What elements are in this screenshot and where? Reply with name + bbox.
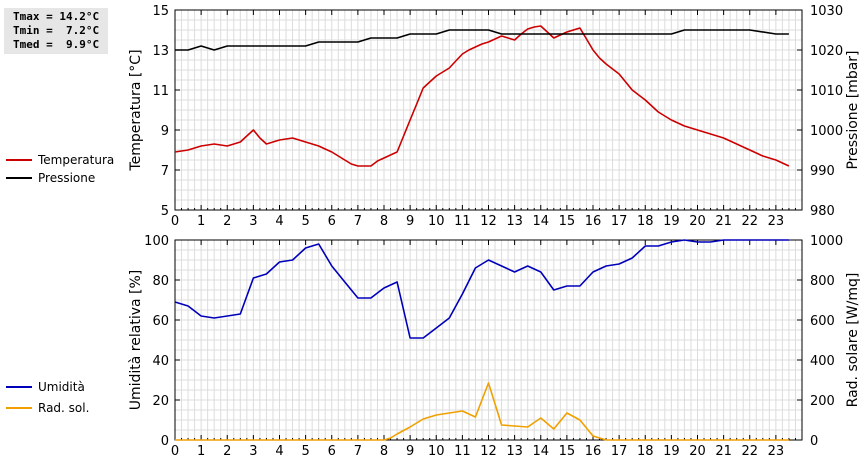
x-tick-label: 0 xyxy=(171,214,179,229)
x-tick-label: 17 xyxy=(611,444,628,459)
x-tick-label: 10 xyxy=(428,214,445,229)
x-tick-label: 8 xyxy=(380,444,388,459)
x-tick-label: 13 xyxy=(506,444,523,459)
x-tick-label: 5 xyxy=(301,444,309,459)
y-tick-label-left: 15 xyxy=(152,4,169,19)
y-tick-label-right: 800 xyxy=(810,274,835,289)
legend-label-umidita: Umidità xyxy=(38,380,85,394)
x-tick-label: 10 xyxy=(428,444,445,459)
x-tick-label: 3 xyxy=(249,444,257,459)
y-tick-label-left: 13 xyxy=(152,44,169,59)
x-tick-label: 4 xyxy=(275,444,283,459)
x-tick-label: 13 xyxy=(506,214,523,229)
y-tick-label-right: 1010 xyxy=(810,84,843,99)
tmin-text: Tmin = 7.2°C xyxy=(13,24,100,37)
y-tick-label-right: 1020 xyxy=(810,44,843,59)
x-tick-label: 17 xyxy=(611,214,628,229)
y-tick-label-left: 5 xyxy=(161,204,169,219)
y-tick-label-left: 40 xyxy=(152,354,169,369)
y-tick-label-right: 980 xyxy=(810,204,835,219)
y-tick-label-left: 11 xyxy=(152,84,169,99)
legend-swatch-rad-sol xyxy=(6,407,32,409)
x-tick-label: 9 xyxy=(406,444,414,459)
y-tick-label-left: 0 xyxy=(161,434,169,449)
legend-swatch-temperatura xyxy=(6,159,32,161)
y-tick-label-right: 1000 xyxy=(810,234,843,249)
x-tick-label: 22 xyxy=(741,214,758,229)
x-tick-label: 14 xyxy=(532,444,549,459)
series-line-rad-sol xyxy=(175,382,789,441)
y-tick-label-right: 1030 xyxy=(810,4,843,19)
x-tick-label: 0 xyxy=(171,444,179,459)
x-tick-label: 11 xyxy=(454,444,471,459)
x-tick-label: 5 xyxy=(301,214,309,229)
y-tick-label-right: 990 xyxy=(810,164,835,179)
x-tick-label: 8 xyxy=(380,214,388,229)
x-tick-label: 12 xyxy=(480,444,497,459)
x-tick-label: 23 xyxy=(768,214,785,229)
x-tick-label: 19 xyxy=(663,214,680,229)
x-tick-label: 6 xyxy=(328,214,336,229)
x-tick-label: 19 xyxy=(663,444,680,459)
tmed-text: Tmed = 9.9°C xyxy=(13,38,100,51)
x-tick-label: 20 xyxy=(689,214,706,229)
x-tick-label: 6 xyxy=(328,444,336,459)
series-line-temperatura xyxy=(174,25,790,167)
x-tick-label: 1 xyxy=(197,444,205,459)
x-tick-label: 12 xyxy=(480,214,497,229)
legend-swatch-umidita xyxy=(6,386,32,388)
y-axis-title-right: Pressione [mbar] xyxy=(845,50,860,169)
x-tick-label: 7 xyxy=(354,214,362,229)
x-tick-label: 7 xyxy=(354,444,362,459)
stats-box: Tmax = 14.2°C Tmin = 7.2°C Tmed = 9.9°C xyxy=(4,8,108,54)
x-tick-label: 18 xyxy=(637,214,654,229)
series-line-umidit xyxy=(174,239,789,339)
y-tick-label-left: 7 xyxy=(161,164,169,179)
x-tick-label: 18 xyxy=(637,444,654,459)
series-line-pressione xyxy=(175,29,789,51)
y-axis-title-left: Umidità relativa [%] xyxy=(128,270,144,411)
y-tick-label-left: 9 xyxy=(161,124,169,139)
legend-label-pressione: Pressione xyxy=(38,171,96,185)
x-tick-label: 15 xyxy=(559,214,576,229)
y-tick-label-left: 80 xyxy=(152,274,169,289)
x-tick-label: 2 xyxy=(223,214,231,229)
x-tick-label: 14 xyxy=(532,214,549,229)
x-tick-label: 23 xyxy=(768,444,785,459)
y-tick-label-left: 100 xyxy=(144,234,169,249)
x-tick-label: 21 xyxy=(715,444,732,459)
x-tick-label: 20 xyxy=(689,444,706,459)
y-tick-label-left: 20 xyxy=(152,394,169,409)
x-tick-label: 22 xyxy=(741,444,758,459)
legend-label-rad-sol: Rad. sol. xyxy=(38,401,90,415)
y-tick-label-right: 200 xyxy=(810,394,835,409)
tmax-text: Tmax = 14.2°C xyxy=(13,10,100,23)
x-tick-label: 2 xyxy=(223,444,231,459)
y-axis-title-left: Temperatura [°C] xyxy=(128,49,144,171)
x-tick-label: 1 xyxy=(197,214,205,229)
y-tick-label-left: 60 xyxy=(152,314,169,329)
legend-label-temperatura: Temperatura xyxy=(38,153,115,167)
y-tick-label-right: 1000 xyxy=(810,124,843,139)
x-tick-label: 3 xyxy=(249,214,257,229)
x-tick-label: 11 xyxy=(454,214,471,229)
x-tick-label: 9 xyxy=(406,214,414,229)
x-tick-label: 16 xyxy=(585,444,602,459)
x-tick-label: 4 xyxy=(275,214,283,229)
y-tick-label-right: 400 xyxy=(810,354,835,369)
y-tick-label-right: 600 xyxy=(810,314,835,329)
x-tick-label: 21 xyxy=(715,214,732,229)
y-tick-label-right: 0 xyxy=(810,434,818,449)
x-tick-label: 15 xyxy=(559,444,576,459)
x-tick-label: 16 xyxy=(585,214,602,229)
legend-swatch-pressione xyxy=(6,177,32,179)
y-axis-title-right: Rad. solare [W/mq] xyxy=(845,273,860,408)
